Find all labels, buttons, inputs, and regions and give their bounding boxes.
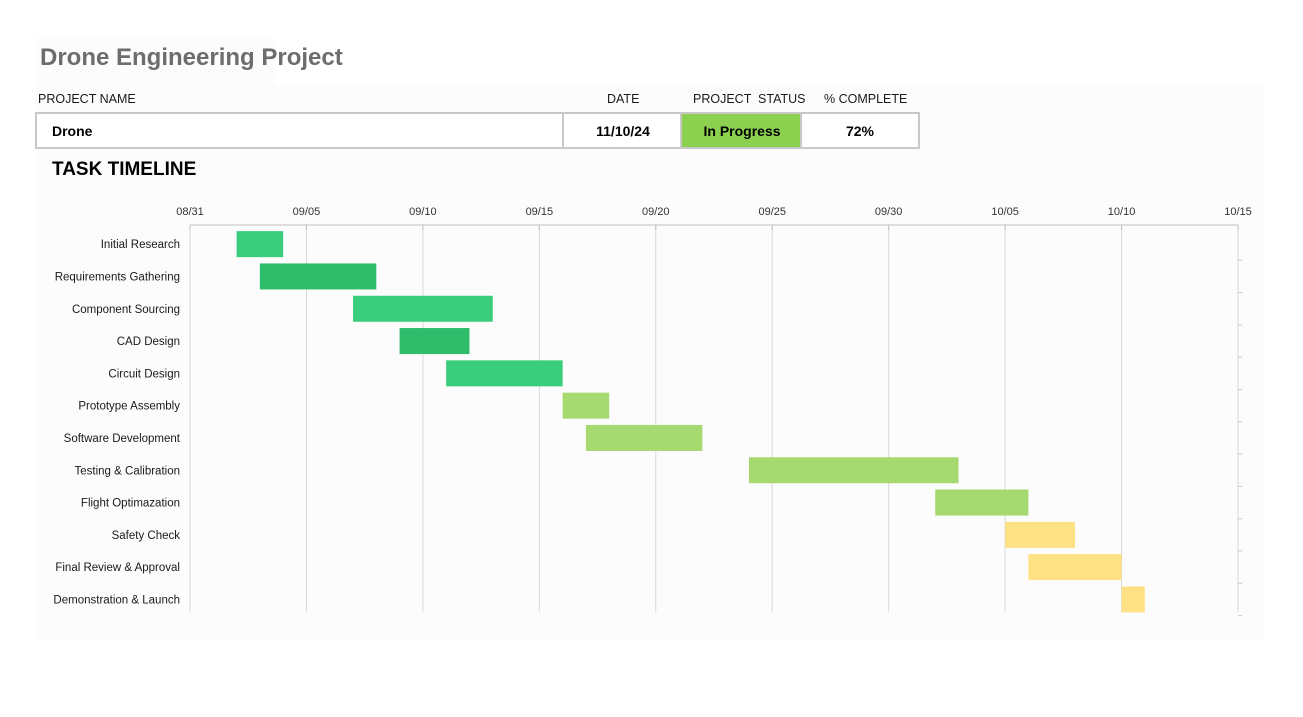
x-tick-label: 10/15 — [1224, 206, 1252, 218]
task-bar — [353, 295, 493, 322]
task-label: Requirements Gathering — [55, 271, 180, 283]
task-bar — [562, 392, 610, 419]
task-label: Flight Optimazation — [81, 498, 180, 510]
x-tick-label: 10/10 — [1108, 206, 1136, 218]
x-tick-label: 08/31 — [176, 206, 204, 218]
task-label: CAD Design — [117, 336, 180, 348]
date-label: DATE — [607, 92, 640, 106]
task-label: Initial Research — [101, 239, 180, 251]
task-bar — [935, 489, 1029, 516]
title-background — [35, 38, 275, 88]
task-bar — [236, 231, 284, 258]
task-label: Demonstration & Launch — [53, 594, 180, 606]
task-bar — [1121, 586, 1145, 613]
task-bar — [585, 424, 703, 451]
percent-complete-cell[interactable]: 72% — [800, 114, 918, 147]
task-bar — [399, 328, 470, 355]
task-label: Prototype Assembly — [78, 401, 180, 413]
task-timeline-title: TASK TIMELINE — [52, 159, 197, 180]
x-tick-label: 09/20 — [642, 206, 670, 218]
project-status-value: In Progress — [703, 122, 781, 139]
x-tick-label: 09/10 — [409, 206, 437, 218]
date-value: 11/10/24 — [596, 122, 650, 139]
task-bar — [1028, 554, 1122, 581]
percent-complete-label: % COMPLETE — [824, 92, 908, 106]
project-status-label: PROJECT STATUS — [693, 92, 806, 106]
x-tick-label: 10/05 — [991, 206, 1019, 218]
task-label: Safety Check — [112, 530, 181, 542]
task-bar — [446, 360, 563, 387]
project-name-cell[interactable]: Drone — [37, 114, 564, 147]
task-label: Testing & Calibration — [75, 465, 180, 477]
project-name-value: Drone — [52, 122, 93, 139]
task-label: Software Development — [64, 433, 181, 445]
x-tick-label: 09/05 — [293, 206, 321, 218]
x-tick-label: 09/25 — [758, 206, 786, 218]
task-label: Circuit Design — [108, 368, 180, 380]
page-title: Drone Engineering Project — [40, 44, 343, 71]
project-name-label: PROJECT NAME — [38, 92, 136, 106]
task-label: Final Review & Approval — [55, 562, 180, 574]
percent-complete-value: 72% — [845, 122, 875, 139]
x-tick-label: 09/15 — [526, 206, 554, 218]
content-panel — [35, 85, 1264, 641]
x-tick-label: 09/30 — [875, 206, 903, 218]
date-cell[interactable]: 11/10/24 — [562, 114, 682, 147]
task-bar — [748, 457, 959, 484]
project-info-row: Drone 11/10/24 In Progress 72% — [35, 112, 920, 149]
task-bar — [1005, 521, 1075, 548]
task-label: Component Sourcing — [72, 304, 180, 316]
task-bar — [259, 263, 377, 290]
project-status-cell[interactable]: In Progress — [680, 114, 802, 147]
